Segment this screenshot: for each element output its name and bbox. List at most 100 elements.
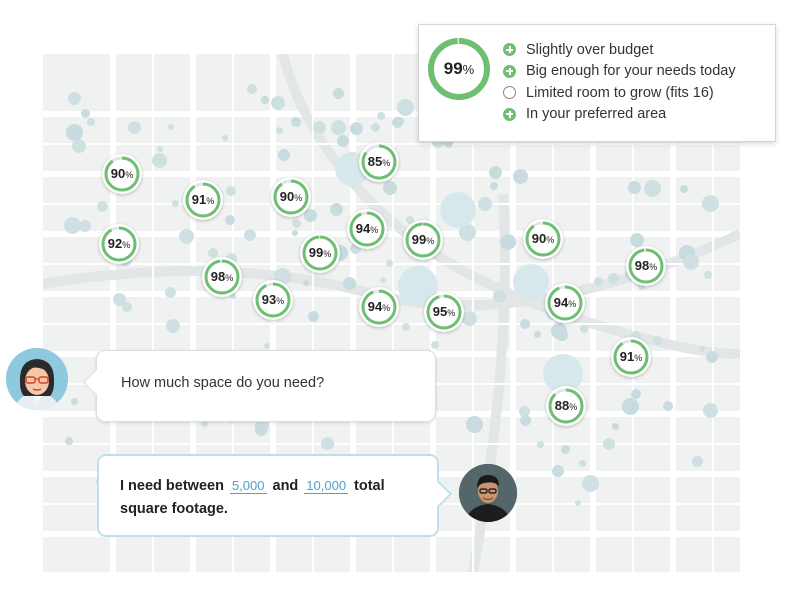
pin-score-value: 94 — [367, 299, 383, 314]
score-arc — [255, 282, 291, 318]
pin-head — [403, 220, 443, 260]
pin-score-unit: % — [323, 249, 332, 259]
map-pin[interactable]: 93% — [253, 280, 293, 328]
pin-score-unit: % — [569, 402, 578, 412]
map-pin[interactable]: 90% — [523, 219, 563, 267]
map-dot — [458, 224, 476, 242]
map-pin[interactable]: 99% — [403, 220, 443, 268]
map-pin[interactable]: 94% — [545, 283, 585, 331]
score-arc — [525, 221, 561, 257]
pin-score-value: 94 — [553, 295, 569, 310]
map-pin[interactable]: 95% — [424, 292, 464, 340]
pin-score-ring — [547, 285, 583, 321]
map-dot — [582, 474, 600, 492]
map-dot — [247, 84, 258, 94]
criteria-label: In your preferred area — [526, 106, 667, 123]
pin-head — [253, 280, 293, 320]
map-dot — [578, 460, 586, 468]
map-pin[interactable]: 99% — [300, 233, 340, 281]
map-dot — [330, 120, 346, 136]
score-arc — [547, 285, 583, 321]
min-square-footage-field[interactable]: 5,000 — [229, 478, 267, 494]
criteria-item: Slightly over budget — [503, 39, 736, 61]
map-dot — [703, 271, 712, 280]
pin-head — [546, 386, 586, 426]
score-arc — [204, 259, 240, 295]
pin-score-value: 85 — [367, 154, 383, 169]
pin-head — [300, 233, 340, 273]
map-pin[interactable]: 94% — [359, 287, 399, 335]
map-dot — [488, 165, 502, 179]
pin-score: 88% — [546, 386, 586, 426]
pin-score-ring — [273, 179, 309, 215]
map-pin[interactable]: 94% — [347, 209, 387, 257]
pin-score: 90% — [102, 154, 142, 194]
map-pin[interactable]: 98% — [626, 246, 666, 294]
map-dot — [337, 134, 349, 147]
max-square-footage-field[interactable]: 10,000 — [304, 478, 349, 494]
map-dot — [607, 273, 619, 285]
map-dot — [580, 324, 589, 333]
map-dot — [631, 388, 642, 399]
pin-score-ring — [204, 259, 240, 295]
pin-score-unit: % — [276, 296, 285, 306]
pin-score: 94% — [545, 283, 585, 323]
plus-circle-icon — [503, 64, 516, 78]
assistant-portrait — [6, 348, 68, 410]
match-score-ring: 99% — [427, 37, 491, 101]
map-pin[interactable]: 88% — [546, 386, 586, 434]
answer-line-2: square footage. — [120, 501, 228, 517]
map-pin[interactable]: 98% — [202, 257, 242, 305]
criteria-item: Big enough for your needs today — [503, 61, 736, 83]
map-pin[interactable]: 91% — [611, 337, 651, 385]
map-dot — [490, 181, 499, 190]
map-pin[interactable]: 90% — [102, 154, 142, 202]
map-dot — [165, 319, 180, 334]
pin-head — [99, 224, 139, 264]
pin-score-ring — [361, 289, 397, 325]
map-dot — [629, 232, 644, 247]
map-dot — [702, 403, 718, 419]
map-pin[interactable]: 85% — [359, 142, 399, 190]
answer-joiner: and — [272, 478, 299, 494]
pin-score-unit: % — [568, 299, 577, 309]
map-pin[interactable]: 92% — [99, 224, 139, 272]
answer-line-1: I need between 5,000 and 10,000 total — [120, 478, 385, 494]
map-dot — [443, 139, 453, 149]
pin-head — [183, 180, 223, 220]
pin-head — [611, 337, 651, 377]
map-dot — [643, 180, 661, 198]
pin-score-value: 90 — [110, 166, 126, 181]
pin-score-value: 90 — [531, 231, 547, 246]
score-arc — [361, 144, 397, 180]
pin-score-ring — [101, 226, 137, 262]
pin-score: 99% — [403, 220, 443, 260]
pin-score-value: 90 — [279, 189, 295, 204]
map-dot — [264, 342, 271, 349]
pin-score-ring — [548, 388, 584, 424]
map-dot — [290, 117, 301, 128]
map-dot — [260, 96, 269, 105]
map-dot — [255, 424, 268, 437]
pin-score-ring — [361, 144, 397, 180]
map-pin[interactable]: 91% — [183, 180, 223, 228]
pin-score-unit: % — [382, 303, 391, 313]
pin-score: 90% — [271, 177, 311, 217]
map-dot — [151, 153, 167, 169]
pin-score-value: 91 — [191, 192, 207, 207]
pin-score-value: 92 — [107, 236, 123, 251]
map-dot — [385, 260, 393, 268]
map-dot — [602, 438, 615, 451]
score-arc — [426, 294, 462, 330]
map-dot — [520, 318, 531, 329]
pin-score: 95% — [424, 292, 464, 332]
map-dot — [71, 397, 79, 405]
pin-score-ring — [628, 248, 664, 284]
map-dot — [229, 292, 236, 299]
score-arc — [361, 289, 397, 325]
pin-score: 85% — [359, 142, 399, 182]
map-pin[interactable]: 90% — [271, 177, 311, 225]
map-dot — [270, 96, 285, 111]
map-dot — [291, 229, 298, 236]
map-dot — [574, 500, 581, 507]
